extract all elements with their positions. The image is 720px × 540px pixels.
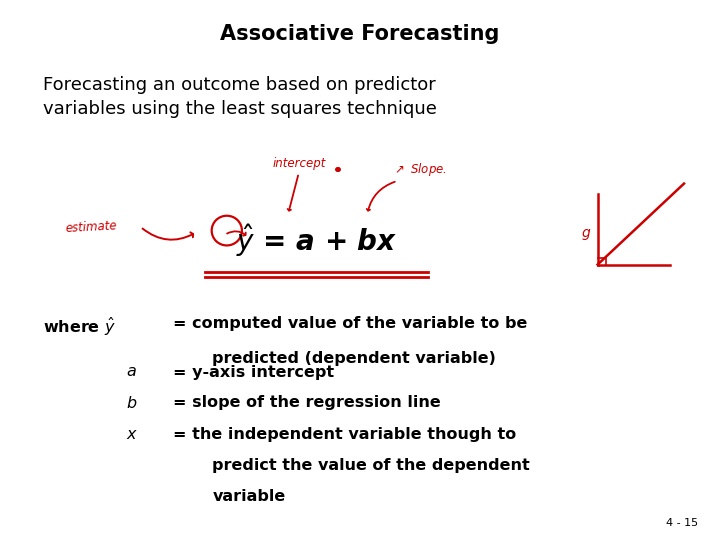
Text: = slope of the regression line: = slope of the regression line — [173, 395, 441, 410]
Text: $\it{x}$: $\it{x}$ — [126, 427, 138, 442]
Text: predict the value of the dependent: predict the value of the dependent — [212, 458, 530, 473]
Text: = y-axis intercept: = y-axis intercept — [173, 364, 334, 380]
Text: variable: variable — [212, 489, 286, 504]
Text: predicted (dependent variable): predicted (dependent variable) — [212, 351, 496, 366]
Text: intercept: intercept — [272, 157, 325, 170]
Text: $\it{a}$: $\it{a}$ — [126, 364, 137, 380]
Text: = the independent variable though to: = the independent variable though to — [173, 427, 516, 442]
Text: estimate: estimate — [65, 219, 117, 235]
Text: $\nearrow$ Slope.: $\nearrow$ Slope. — [392, 161, 447, 178]
Text: $\hat{y}$ = $\bfit{a}$ + $\bfit{bx}$: $\hat{y}$ = $\bfit{a}$ + $\bfit{bx}$ — [236, 222, 397, 259]
Text: variables using the least squares technique: variables using the least squares techni… — [43, 100, 437, 118]
Text: Associative Forecasting: Associative Forecasting — [220, 24, 500, 44]
Text: 4 - 15: 4 - 15 — [666, 518, 698, 528]
Text: where $\hat{y}$: where $\hat{y}$ — [43, 316, 116, 338]
Text: g: g — [582, 226, 590, 240]
Text: = computed value of the variable to be: = computed value of the variable to be — [173, 316, 527, 331]
Text: $\it{b}$: $\it{b}$ — [126, 395, 138, 411]
Text: Forecasting an outcome based on predictor: Forecasting an outcome based on predicto… — [43, 76, 436, 93]
